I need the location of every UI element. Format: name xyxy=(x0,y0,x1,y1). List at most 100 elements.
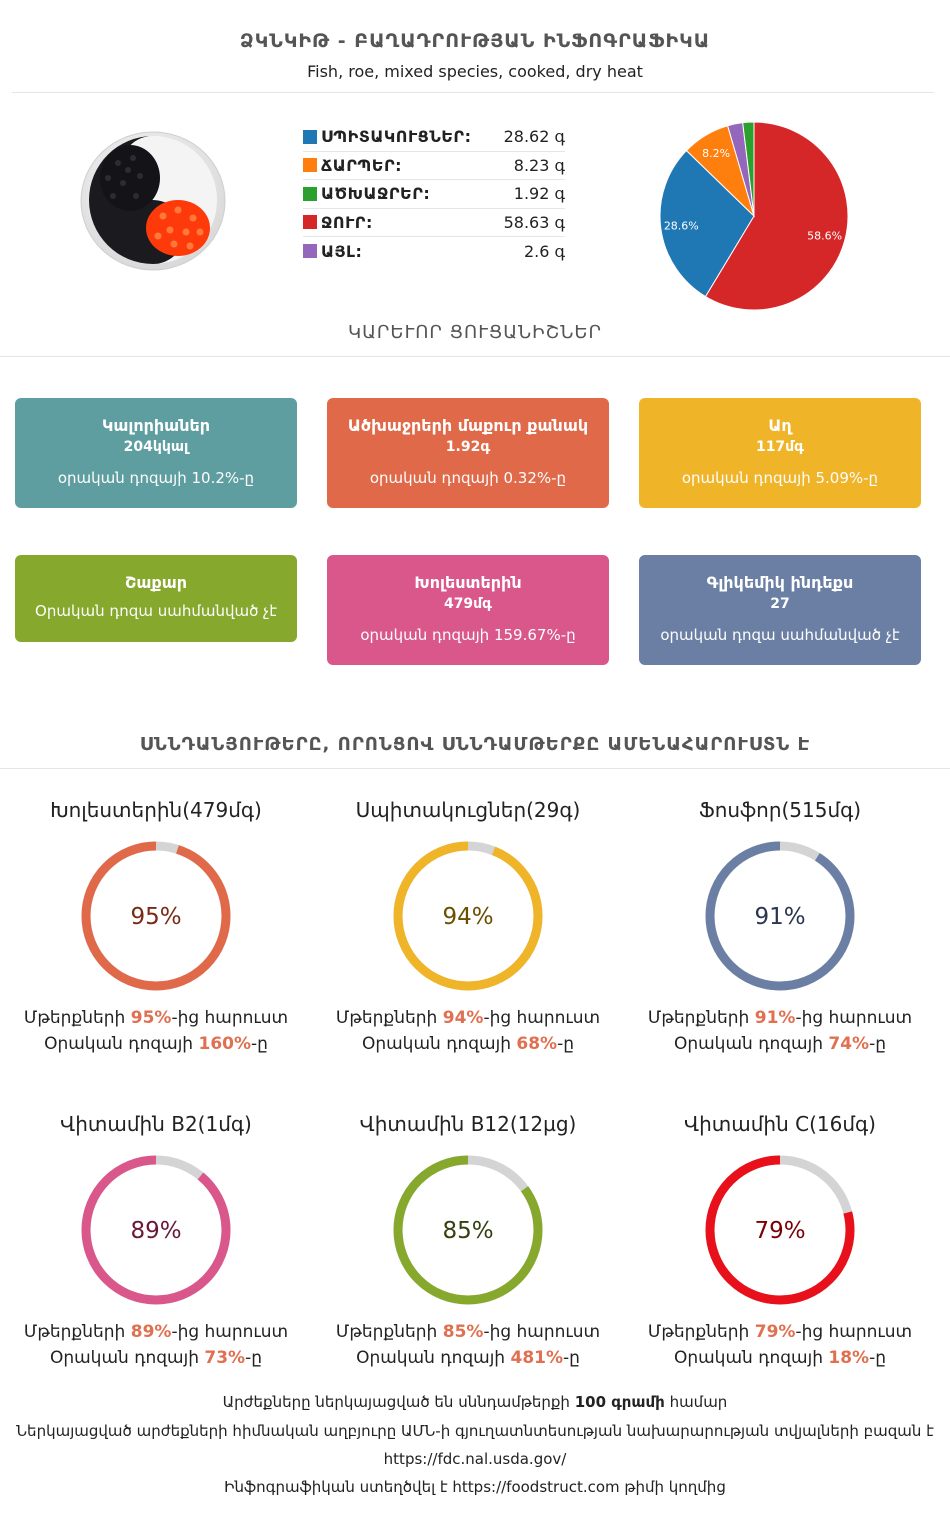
carbs-swatch xyxy=(303,186,317,201)
ring-rank-value: 79% xyxy=(754,1322,796,1342)
ring-text: -ը xyxy=(245,1348,263,1368)
ring-text: Օրական դոզայի xyxy=(673,1348,829,1368)
ring-progress xyxy=(393,1155,543,1305)
pie-slice-label: 8.2% xyxy=(702,147,730,160)
macro-label: ԱՅԼ: xyxy=(321,241,363,261)
macronutrient-pie-chart: 58.6% 28.6% 8.2% xyxy=(659,121,849,311)
ring-rank-value: 89% xyxy=(130,1322,172,1342)
divider xyxy=(0,768,950,769)
ring-progress xyxy=(81,1155,231,1305)
ring-text: Մթերքների xyxy=(647,1322,755,1342)
ring-text: -ը xyxy=(869,1034,887,1054)
ring-text: Օրական դոզայի xyxy=(361,1034,517,1054)
ring-percent: 95% xyxy=(130,904,181,930)
food-name: Fish, roe, mixed species, cooked, dry he… xyxy=(307,62,643,81)
ring-text: -ից հարուստ xyxy=(795,1008,913,1028)
ring-gauge: 79% xyxy=(705,1155,855,1305)
calories-card: Կալորիաներ 204կկալ օրական դոզայի 10.2%-ը xyxy=(15,398,297,508)
nutrient-ring-vitamin-b2: Վիտամին B2(1մգ) 89% Մթերքների 89%-ից հար… xyxy=(1,1112,311,1374)
pie-slice-4 xyxy=(742,121,755,217)
ring-text: -ը xyxy=(251,1034,268,1054)
ring-progress xyxy=(705,1155,855,1305)
macro-value: 58.63 գ xyxy=(503,212,565,232)
ring-text: Մթերքների xyxy=(23,1008,131,1028)
divider xyxy=(0,356,950,357)
macro-value: 28.62 գ xyxy=(503,127,565,147)
ring-gauge: 85% xyxy=(393,1155,543,1305)
card-daily: օրական դոզա սահմանված չէ xyxy=(660,626,900,644)
macronutrient-table: ՍՊԻՏԱԿՈՒՑՆԵՐ: 28.62 գ ՃԱՐՊԵՐ: 8.23 գ ԱԾԽ… xyxy=(303,123,565,266)
ring-text: -ից հարուստ xyxy=(483,1008,601,1028)
ring-text: -ը xyxy=(563,1348,580,1368)
ring-title: Սպիտակուցներ(29գ) xyxy=(355,798,581,822)
pie-slice-1 xyxy=(659,149,755,298)
ring-rank-value: 94% xyxy=(442,1008,484,1028)
ring-daily-line: Օրական դոզայի 68%-ը xyxy=(313,1034,623,1060)
ring-rich-line: Մթերքների 85%-ից հարուստ xyxy=(313,1322,623,1348)
sugar-card: Շաքար Օրական դոզա սահմանված չէ xyxy=(15,555,297,642)
ring-title: Խոլեստերին(479մգ) xyxy=(50,798,262,822)
ring-rank-value: 85% xyxy=(442,1322,484,1342)
card-title: Կալորիաներ xyxy=(101,416,211,435)
salt-card: Աղ 117մգ օրական դոզայի 5.09%-ը xyxy=(639,398,921,508)
ring-gauge: 94% xyxy=(393,841,543,991)
footer-per-100g: Արժեքները ներկայացված են սննդամթերքի 100… xyxy=(0,1393,950,1411)
macro-label: ՋՈՒՐ: xyxy=(321,212,373,232)
macro-value: 1.92 գ xyxy=(513,184,565,204)
card-title: Խոլեստերին xyxy=(414,573,522,592)
ring-text: -ից հարուստ xyxy=(171,1008,289,1028)
footer-text: Արժեքները ներկայացված են սննդամթերքի xyxy=(222,1393,575,1411)
card-daily: Օրական դոզա սահմանված չէ xyxy=(35,602,277,620)
card-title: Ածխաջրերի մաքուր քանակ xyxy=(347,416,589,435)
ring-gauge: 89% xyxy=(81,1155,231,1305)
ring-text: Մթերքների xyxy=(23,1322,131,1342)
roe-dish-image xyxy=(80,131,226,271)
pie-slice-label: 28.6% xyxy=(664,219,699,232)
macro-row-fat: ՃԱՐՊԵՐ: 8.23 գ xyxy=(303,152,565,180)
ring-title: Վիտամին B2(1մգ) xyxy=(60,1112,252,1136)
ring-daily-value: 481% xyxy=(510,1348,564,1368)
other-swatch xyxy=(303,244,317,259)
footer-text: թիմի կողմից xyxy=(619,1478,726,1496)
card-title: Աղ xyxy=(768,416,792,435)
ring-rich-line: Մթերքների 91%-ից հարուստ xyxy=(625,1008,935,1034)
card-title: Գլիկեմիկ ինդեքս xyxy=(706,573,854,592)
page-title: ՁԿՆԿԻԹ - ԲԱՂԱԴՐՈՒԹՅԱՆ ԻՆՖՈԳՐԱՖԻԿԱ xyxy=(239,30,711,52)
rich-nutrients-heading: ՍՆՆԴԱՆՅՈՒԹԵՐԸ, ՈՐՈՆՑՈՎ ՍՆՆԴԱՄԹԵՐՔԸ ԱՄԵՆԱ… xyxy=(139,734,811,755)
ring-text: -ը xyxy=(869,1348,887,1368)
cholesterol-card: Խոլեստերին 479մգ օրական դոզայի 159.67%-ը xyxy=(327,555,609,665)
ring-daily-line: Օրական դոզայի 73%-ը xyxy=(1,1348,311,1374)
card-value: 117մգ xyxy=(755,439,805,455)
ring-text: Օրական դոզայի xyxy=(356,1348,511,1368)
macro-label: ՃԱՐՊԵՐ: xyxy=(321,155,403,175)
macro-row-other: ԱՅԼ: 2.6 գ xyxy=(303,237,565,266)
divider xyxy=(12,92,934,93)
ring-rich-line: Մթերքների 89%-ից հարուստ xyxy=(1,1322,311,1348)
macro-label: ԱԾԽԱՋՐԵՐ: xyxy=(321,184,431,204)
foodstruct-link[interactable]: https://foodstruct.com xyxy=(452,1478,620,1496)
ring-percent: 94% xyxy=(442,904,493,930)
macro-row-carbs: ԱԾԽԱՋՐԵՐ: 1.92 գ xyxy=(303,180,565,209)
nutrient-ring-vitamin-c: Վիտամին C(16մգ) 79% Մթերքների 79%-ից հար… xyxy=(625,1112,935,1374)
protein-swatch xyxy=(303,129,317,144)
glycemic-index-card: Գլիկեմիկ ինդեքս 27 օրական դոզա սահմանված… xyxy=(639,555,921,665)
macro-row-protein: ՍՊԻՏԱԿՈՒՑՆԵՐ: 28.62 գ xyxy=(303,123,565,152)
ring-rich-line: Մթերքների 95%-ից հարուստ xyxy=(1,1008,311,1034)
card-daily: օրական դոզայի 0.32%-ը xyxy=(369,469,567,487)
ring-gauge: 91% xyxy=(705,841,855,991)
ring-percent: 89% xyxy=(130,1218,181,1244)
source-link[interactable]: https://fdc.nal.usda.gov/ xyxy=(383,1450,567,1468)
ring-daily-value: 160% xyxy=(198,1034,252,1054)
nutrient-ring-vitamin-b12: Վիտամին B12(12µg) 85% Մթերքների 85%-ից հ… xyxy=(313,1112,623,1374)
ring-percent: 85% xyxy=(442,1218,493,1244)
ring-text: Օրական դոզայի xyxy=(49,1348,205,1368)
footer-text: համար xyxy=(664,1393,728,1411)
ring-percent: 79% xyxy=(754,1218,805,1244)
card-value: 1.92գ xyxy=(445,439,491,455)
ring-daily-line: Օրական դոզայի 160%-ը xyxy=(1,1034,311,1060)
card-daily: օրական դոզայի 5.09%-ը xyxy=(681,469,879,487)
ring-title: Վիտամին C(16մգ) xyxy=(684,1112,876,1136)
nutrient-ring-cholesterol: Խոլեստերին(479մգ) 95% Մթերքների 95%-ից հ… xyxy=(1,798,311,1060)
macro-row-water: ՋՈՒՐ: 58.63 գ xyxy=(303,209,565,237)
ring-text: Մթերքների xyxy=(335,1008,443,1028)
